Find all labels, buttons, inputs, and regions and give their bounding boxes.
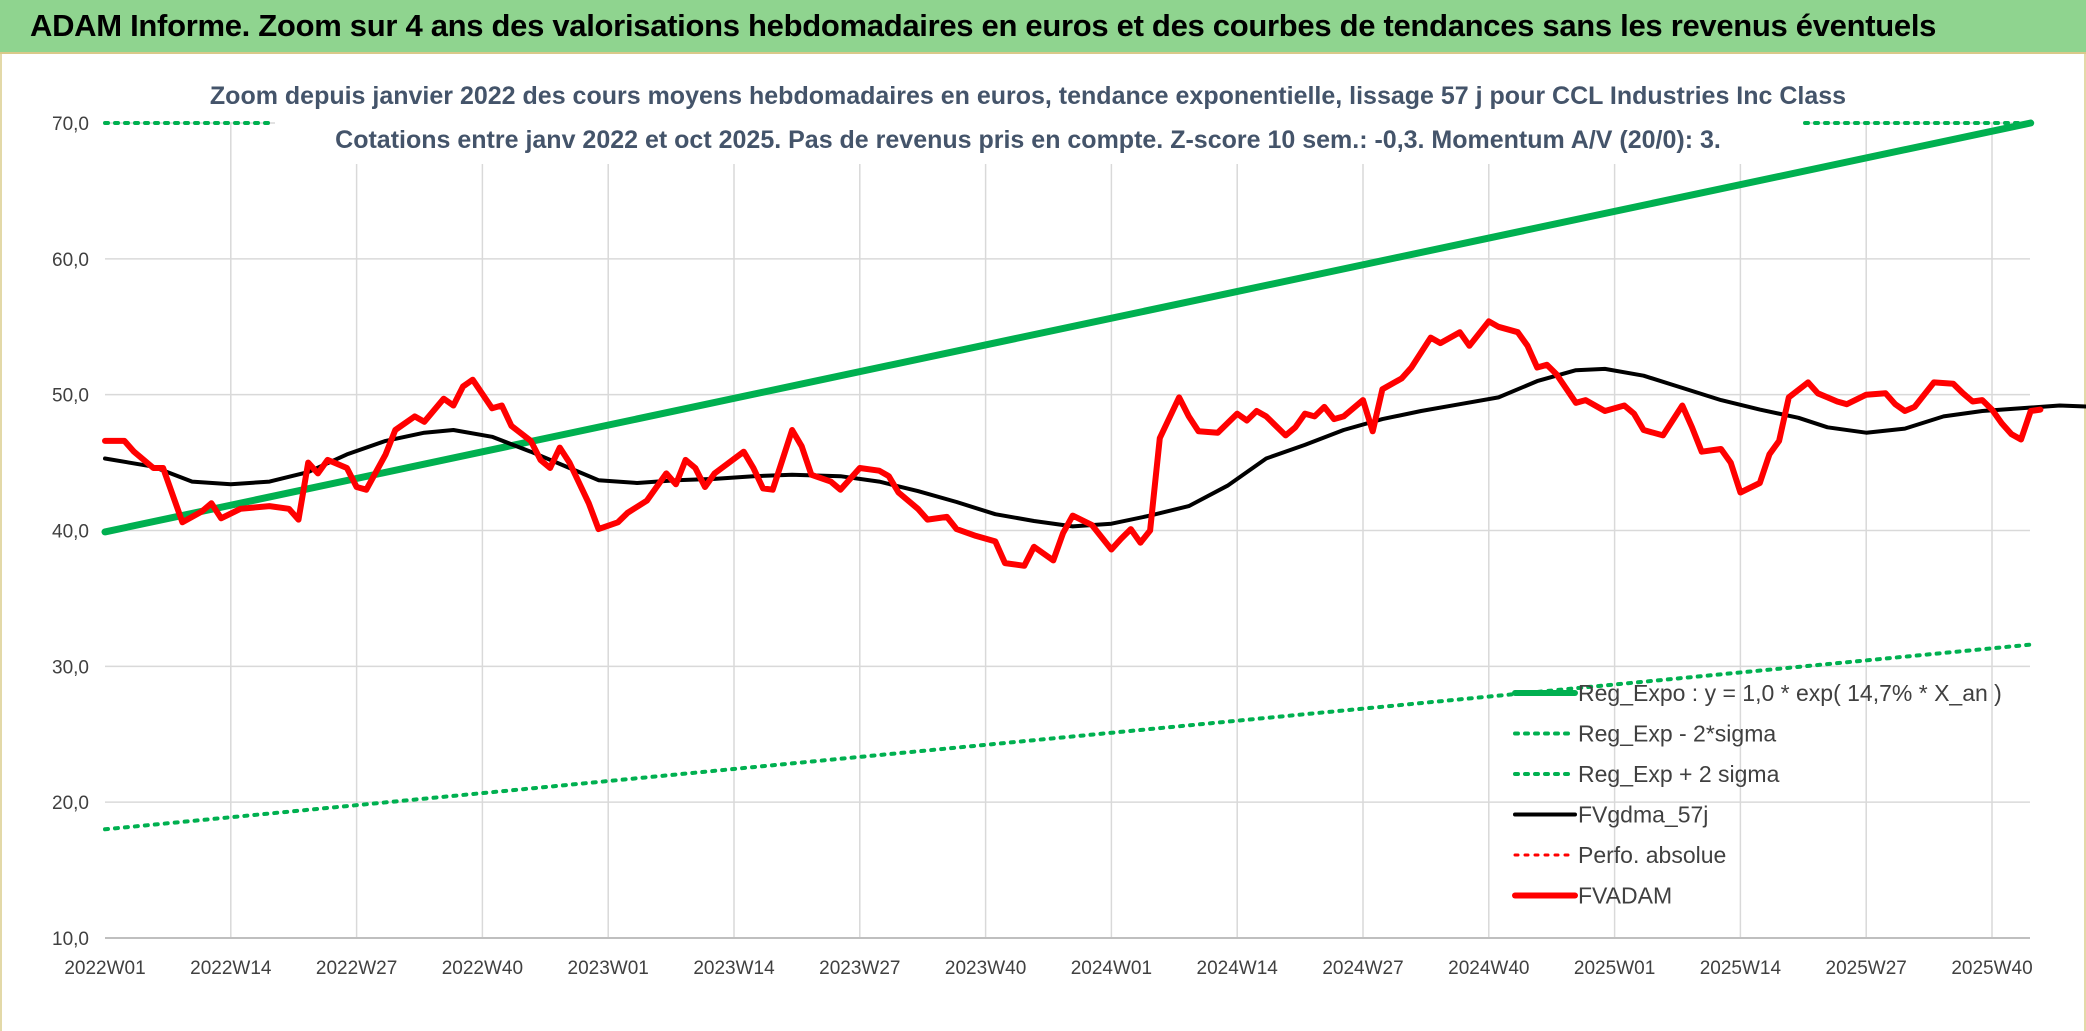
x-tick-label: 2022W40 [442,958,523,979]
y-tick-label: 20,0 [52,793,89,814]
y-tick-label: 10,0 [52,929,89,950]
x-tick-label: 2023W14 [693,958,775,979]
legend-fvadam-label: FVADAM [1578,883,1672,909]
y-tick-label: 50,0 [52,386,89,407]
legend-reg-exp-plus-2sigma-label: Reg_Exp + 2 sigma [1578,761,1780,787]
chart-title-line1: Zoom depuis janvier 2022 des cours moyen… [209,82,1847,110]
y-tick-label: 60,0 [52,250,89,271]
banner-title: ADAM Informe. Zoom sur 4 ans des valoris… [30,8,1937,43]
x-tick-label: 2024W14 [1197,958,1279,979]
series-fvadam [102,318,2044,569]
legend-fvgdma-57j-label: FVgdma_57j [1578,802,1708,828]
banner: ADAM Informe. Zoom sur 4 ans des valoris… [0,0,2086,54]
legend-reg-exp-minus-2sigma-label: Reg_Exp - 2*sigma [1578,721,1776,747]
series-reg-exp-minus-2sigma [103,642,2033,832]
x-tick-label: 2023W01 [568,958,649,979]
y-tick-label: 40,0 [52,522,89,543]
x-tick-label: 2022W27 [316,958,397,979]
title-background [275,80,1805,164]
x-tick-label: 2024W01 [1071,958,1152,979]
y-tick-label: 30,0 [52,657,89,678]
x-tick-label: 2022W01 [64,958,145,979]
x-tick-label: 2025W27 [1826,958,1907,979]
chart-frame [0,54,2086,1031]
x-tick-label: 2025W40 [1951,958,2032,979]
x-tick-label: 2023W40 [945,958,1026,979]
series-fvgdma-57j [103,366,2086,529]
legend-reg-expo-label: Reg_Expo : y = 1,0 * exp( 14,7% * X_an ) [1578,680,2002,706]
x-tick-label: 2025W14 [1700,958,1782,979]
x-tick-label: 2023W27 [819,958,900,979]
x-tick-label: 2025W01 [1574,958,1655,979]
x-tick-label: 2022W14 [190,958,272,979]
series-reg-expo [101,119,2035,536]
legend-perfo-absolue-label: Perfo. absolue [1578,842,1726,868]
y-tick-label: 70,0 [52,114,89,135]
x-tick-label: 2024W27 [1322,958,1403,979]
x-tick-label: 2024W40 [1448,958,1529,979]
chart-title-line2: Cotations entre janv 2022 et oct 2025. P… [335,126,1721,154]
